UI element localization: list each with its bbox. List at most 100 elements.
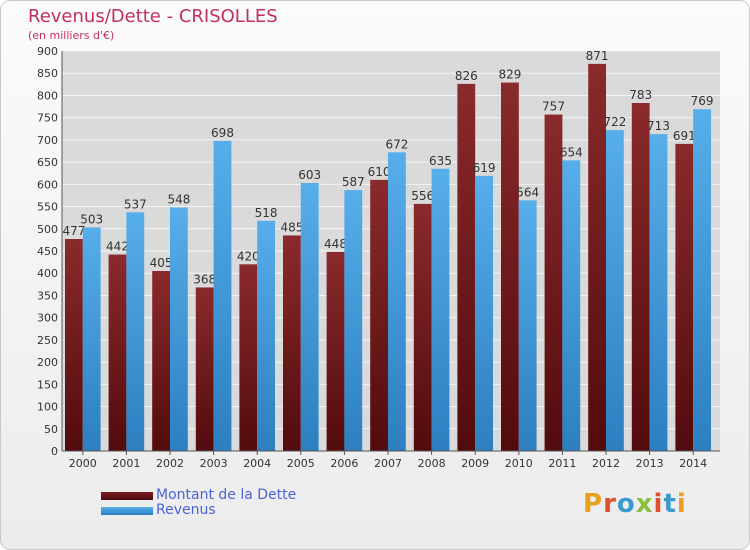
- bar-revenue: [562, 160, 581, 452]
- logo-letter: x: [635, 489, 654, 519]
- bar-debt: [675, 143, 694, 451]
- bar-debt: [413, 203, 432, 451]
- x-tick-label: 2002: [156, 457, 184, 470]
- bar-label-revenue: 619: [473, 161, 496, 175]
- bar-label-revenue: 503: [80, 212, 103, 226]
- bar-label-debt: 420: [237, 249, 260, 263]
- bar-revenue: [82, 227, 101, 451]
- bar-label-debt: 826: [455, 69, 478, 83]
- bar-label-revenue: 537: [124, 197, 147, 211]
- bar-label-revenue: 698: [211, 126, 234, 140]
- bar-revenue: [606, 130, 624, 451]
- bar-label-debt: 368: [193, 272, 216, 286]
- bar-debt: [326, 251, 345, 451]
- y-tick-label: 900: [37, 45, 58, 58]
- x-axis: 2000 2001 2002 2003 2004 2005 2006 2007 2008 2009…: [62, 450, 720, 470]
- proxiti-logo: Proxiti: [583, 489, 687, 519]
- x-tick-label: 2003: [200, 457, 228, 470]
- bar-debt: [283, 235, 301, 451]
- bar-label-revenue: 518: [255, 206, 278, 220]
- bar-revenue: [388, 152, 406, 452]
- bar-label-revenue: 564: [516, 185, 539, 199]
- y-tick-label: 100: [37, 401, 58, 414]
- x-tick-label: 2007: [374, 457, 402, 470]
- x-tick-label: 2000: [69, 457, 97, 470]
- bar-label-debt: 757: [542, 100, 565, 114]
- legend-swatch-revenue: [101, 507, 153, 515]
- bar-label-revenue: 635: [429, 154, 452, 168]
- logo-letter: r: [603, 489, 617, 519]
- y-tick-label: 300: [37, 312, 58, 325]
- logo-letter: i: [653, 489, 664, 519]
- bar-label-debt: 783: [629, 88, 652, 102]
- bar-revenue: [475, 175, 493, 451]
- bar-label-debt: 405: [150, 256, 173, 270]
- x-tick-label: 2012: [592, 457, 620, 470]
- bar-debt: [65, 239, 83, 451]
- x-tick-label: 2008: [418, 457, 446, 470]
- bar-debt: [239, 264, 258, 451]
- bar-label-debt: 871: [586, 49, 609, 63]
- bar-label-revenue: 769: [691, 94, 714, 108]
- bar-debt: [195, 287, 214, 451]
- bar-label-debt: 610: [368, 165, 391, 179]
- logo-letter: t: [663, 489, 677, 519]
- logo-letter: P: [583, 489, 604, 519]
- bar-label-debt: 448: [324, 237, 347, 251]
- x-tick-label: 2005: [287, 457, 315, 470]
- bar-debt: [588, 63, 606, 452]
- bar-label-revenue: 587: [342, 175, 365, 189]
- bar-debt: [501, 82, 519, 452]
- y-tick-label: 0: [51, 445, 58, 458]
- bar-debt: [544, 114, 563, 452]
- bar-revenue: [693, 109, 711, 451]
- logo-letter: i: [676, 489, 687, 519]
- chart-subtitle: (en milliers d'€): [28, 29, 115, 42]
- x-tick-label: 2014: [679, 457, 707, 470]
- y-tick-label: 450: [37, 245, 58, 258]
- bar-debt: [108, 254, 127, 451]
- bar-revenue: [300, 183, 319, 451]
- bar-label-debt: 556: [411, 189, 434, 203]
- legend-label-revenue: Revenus: [156, 502, 216, 518]
- y-tick-label: 250: [37, 334, 58, 347]
- bar-label-debt: 477: [62, 224, 85, 238]
- bar-label-revenue: 722: [603, 115, 626, 129]
- y-tick-label: 600: [37, 178, 58, 191]
- bar-revenue: [344, 190, 363, 451]
- bar-revenue: [126, 212, 145, 451]
- bar-debt: [370, 179, 388, 451]
- y-tick-label: 500: [37, 223, 58, 236]
- bar-label-debt: 442: [106, 240, 129, 254]
- bar-revenue: [649, 134, 668, 451]
- y-tick-label: 650: [37, 156, 58, 169]
- y-tick-label: 150: [37, 378, 58, 391]
- y-tick-label: 400: [37, 267, 58, 280]
- bar-label-revenue: 548: [167, 192, 190, 206]
- bar-label-revenue: 672: [385, 137, 408, 151]
- bar-label-revenue: 654: [560, 145, 583, 159]
- y-tick-label: 750: [37, 112, 58, 125]
- bar-label-debt: 485: [280, 220, 303, 234]
- y-tick-label: 550: [37, 201, 58, 214]
- x-tick-label: 2001: [112, 457, 140, 470]
- y-tick-label: 700: [37, 134, 58, 147]
- legend-swatch-debt: [101, 492, 153, 500]
- y-tick-label: 850: [37, 67, 58, 80]
- bar-revenue: [213, 140, 232, 451]
- y-tick-label: 350: [37, 289, 58, 302]
- y-tick-label: 200: [37, 356, 58, 369]
- logo-letter: o: [616, 489, 636, 519]
- bar-debt: [457, 83, 476, 451]
- bar-revenue: [431, 168, 450, 451]
- bar-revenue: [518, 200, 537, 451]
- bar-label-revenue: 603: [298, 168, 321, 182]
- y-axis: 0 50 100 150 200 250 300 350 400 450 500 550 600 650 7…: [37, 45, 63, 458]
- bar-label-debt: 829: [498, 68, 521, 82]
- bar-debt: [631, 103, 650, 451]
- x-tick-label: 2009: [461, 457, 489, 470]
- bar-debt: [152, 271, 170, 451]
